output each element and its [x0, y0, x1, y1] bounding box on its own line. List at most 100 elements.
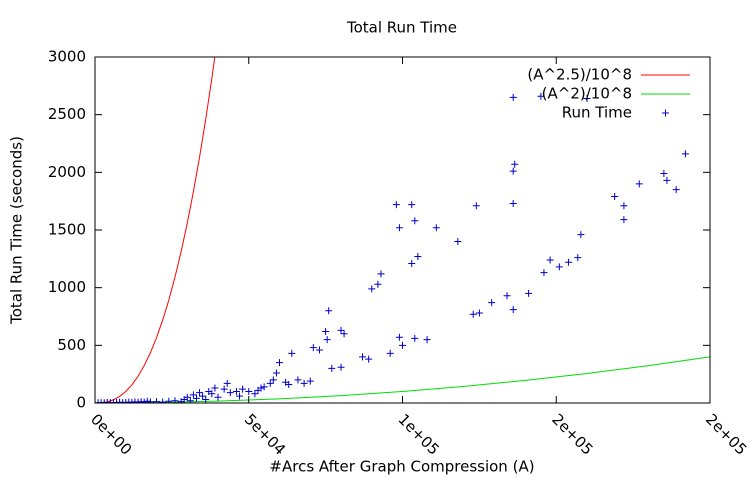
y-tick-label: 1500: [48, 221, 86, 239]
data-point: [359, 353, 367, 361]
data-point: [134, 398, 142, 403]
data-point: [340, 330, 348, 338]
data-point: [323, 336, 331, 344]
data-point: [365, 355, 373, 363]
data-point: [232, 387, 240, 395]
data-point: [408, 201, 416, 209]
data-point: [414, 253, 422, 261]
data-point: [475, 309, 483, 317]
data-point: [423, 336, 431, 344]
y-axis-label: Total Run Time (seconds): [8, 136, 26, 325]
data-point: [171, 397, 179, 403]
data-point: [153, 398, 160, 403]
curve: [95, 57, 216, 403]
data-point: [488, 299, 496, 307]
data-point: [309, 344, 317, 352]
data-point: [294, 376, 302, 384]
y-tick-label: 500: [57, 336, 86, 354]
data-point: [226, 389, 234, 397]
data-point: [214, 393, 222, 401]
y-tick-label: 2500: [48, 105, 86, 123]
data-point: [395, 224, 403, 232]
data-point: [315, 346, 323, 354]
y-tick-label: 1000: [48, 278, 86, 296]
data-point: [574, 254, 582, 262]
legend-label: Run Time: [562, 104, 632, 122]
data-point: [577, 231, 585, 239]
data-point: [620, 216, 628, 224]
data-point: [199, 392, 207, 400]
data-point: [260, 383, 268, 391]
data-point: [374, 280, 382, 288]
x-axis-label: #Arcs After Graph Compression (A): [269, 458, 534, 476]
data-point: [663, 176, 671, 184]
data-point: [509, 167, 517, 175]
data-point: [196, 389, 204, 397]
data-point: [223, 379, 231, 387]
data-point: [386, 349, 394, 357]
data-point: [306, 377, 314, 385]
data-point: [565, 258, 573, 266]
legend-label: (A^2)/10^8: [542, 85, 632, 103]
data-point: [337, 326, 345, 334]
legend-label: (A^2.5)/10^8: [527, 66, 632, 84]
data-point: [272, 369, 280, 377]
data-point: [660, 169, 668, 177]
data-point: [509, 306, 517, 314]
data-point: [509, 93, 517, 101]
data-point: [377, 270, 385, 278]
data-point: [395, 333, 403, 341]
data-point: [503, 292, 511, 300]
data-point: [208, 390, 216, 398]
data-point: [251, 390, 259, 398]
data-point: [469, 310, 477, 318]
curve: [95, 356, 710, 403]
data-point: [399, 341, 406, 349]
data-point: [472, 202, 480, 210]
data-point: [245, 387, 253, 395]
data-point: [211, 384, 219, 392]
data-point: [511, 160, 519, 168]
data-point: [411, 334, 419, 342]
data-point: [681, 150, 689, 158]
data-point: [620, 202, 628, 210]
data-point: [183, 393, 191, 401]
data-point: [583, 95, 591, 103]
data-point: [285, 381, 293, 389]
data-point: [408, 259, 416, 267]
data-point: [537, 92, 545, 100]
data-point: [276, 359, 283, 367]
data-point: [220, 385, 228, 393]
data-point: [143, 397, 151, 403]
data-point: [509, 199, 517, 207]
data-point: [202, 396, 210, 403]
data-point: [635, 180, 643, 188]
data-point: [266, 379, 274, 387]
y-tick-label: 3000: [48, 48, 86, 66]
data-point: [186, 397, 194, 403]
data-point: [432, 224, 440, 232]
data-point: [140, 398, 148, 403]
data-point: [300, 379, 308, 387]
data-point: [146, 398, 154, 403]
data-point: [540, 269, 548, 277]
data-point: [325, 307, 333, 315]
data-point: [269, 376, 277, 384]
data-point: [672, 186, 680, 194]
data-point: [555, 263, 563, 271]
chart-title: Total Run Time: [346, 19, 457, 37]
data-point: [546, 256, 554, 264]
data-point: [328, 364, 336, 372]
data-point: [159, 398, 167, 403]
y-tick-label: 0: [76, 394, 86, 412]
data-point: [525, 289, 533, 297]
data-point: [236, 392, 244, 400]
data-point: [189, 391, 197, 399]
y-tick-label: 2000: [48, 163, 86, 181]
data-point: [165, 397, 173, 403]
data-point: [411, 217, 419, 225]
legend-swatch: [662, 109, 669, 117]
